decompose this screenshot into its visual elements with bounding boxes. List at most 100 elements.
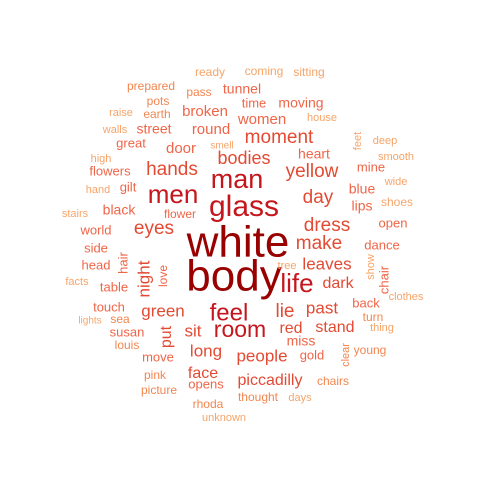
- word-tunnel: tunnel: [223, 81, 261, 97]
- word-flowers: flowers: [89, 163, 131, 178]
- word-blue: blue: [349, 181, 376, 197]
- word-long: long: [190, 341, 222, 360]
- word-side: side: [84, 240, 108, 255]
- word-earth: earth: [143, 107, 170, 121]
- word-opens: opens: [188, 376, 224, 391]
- word-glass: glass: [209, 190, 279, 223]
- word-rhoda: rhoda: [193, 397, 224, 411]
- word-chair: chair: [376, 265, 391, 294]
- word-sea: sea: [110, 312, 130, 326]
- word-chairs: chairs: [317, 374, 349, 388]
- word-turn: turn: [363, 310, 384, 324]
- word-hair: hair: [115, 251, 130, 273]
- word-coming: coming: [245, 64, 284, 78]
- word-flower: flower: [164, 207, 196, 221]
- word-lips: lips: [351, 198, 372, 214]
- word-pink: pink: [144, 368, 167, 382]
- word-gilt: gilt: [120, 179, 137, 194]
- word-world: world: [79, 222, 111, 237]
- word-piccadilly: piccadilly: [238, 372, 303, 389]
- word-lights: lights: [78, 316, 101, 327]
- word-young: young: [354, 343, 387, 357]
- word-women: women: [237, 111, 286, 128]
- word-time: time: [242, 95, 267, 110]
- word-white: white: [186, 218, 290, 267]
- word-house: house: [307, 112, 337, 124]
- word-put: put: [158, 325, 175, 348]
- word-day: day: [303, 187, 334, 208]
- word-prepared: prepared: [127, 79, 175, 93]
- word-gold: gold: [300, 347, 325, 362]
- word-mine: mine: [357, 159, 385, 174]
- word-louis: louis: [115, 338, 140, 352]
- word-bodies: bodies: [217, 148, 270, 168]
- word-back: back: [352, 295, 380, 310]
- word-hand: hand: [86, 184, 110, 196]
- word-move: move: [142, 349, 174, 364]
- word-street: street: [136, 121, 171, 137]
- word-make: make: [296, 233, 342, 254]
- word-men: men: [148, 179, 199, 209]
- word-broken: broken: [182, 103, 228, 120]
- word-face: face: [188, 365, 218, 382]
- word-sitting: sitting: [293, 65, 324, 79]
- word-dress: dress: [304, 215, 350, 236]
- word-moving: moving: [278, 95, 323, 111]
- word-life: life: [280, 268, 313, 298]
- word-moment: moment: [245, 127, 314, 148]
- word-shoes: shoes: [381, 195, 413, 209]
- word-heart: heart: [298, 146, 330, 162]
- word-smell: smell: [210, 141, 233, 152]
- word-picture: picture: [141, 383, 177, 397]
- word-feel: feel: [210, 299, 249, 326]
- word-table: table: [100, 279, 128, 294]
- word-unknown: unknown: [202, 412, 246, 424]
- word-room: room: [214, 316, 266, 342]
- word-round: round: [192, 121, 230, 138]
- word-facts: facts: [65, 276, 89, 288]
- word-miss: miss: [287, 333, 316, 349]
- word-great: great: [116, 135, 146, 150]
- word-red: red: [279, 320, 302, 337]
- word-black: black: [103, 202, 137, 218]
- word-love: love: [156, 265, 170, 287]
- word-door: door: [166, 140, 196, 157]
- word-night: night: [134, 260, 153, 297]
- word-thing: thing: [370, 322, 394, 334]
- word-show: show: [365, 254, 377, 280]
- word-touch: touch: [93, 299, 125, 314]
- word-past: past: [306, 298, 338, 317]
- word-lie: lie: [275, 301, 294, 322]
- word-stairs: stairs: [62, 208, 89, 220]
- word-smooth: smooth: [378, 151, 414, 163]
- word-man: man: [211, 164, 264, 194]
- word-head: head: [82, 257, 111, 272]
- word-body: body: [186, 252, 281, 301]
- word-pots: pots: [147, 94, 170, 108]
- word-susan: susan: [110, 324, 145, 339]
- word-feet: feet: [352, 132, 364, 150]
- word-walls: walls: [102, 124, 128, 136]
- word-eyes: eyes: [134, 218, 174, 239]
- word-raise: raise: [109, 107, 133, 119]
- word-days: days: [288, 392, 312, 404]
- word-tree: tree: [278, 260, 297, 272]
- word-clear: clear: [340, 343, 352, 367]
- word-open: open: [379, 215, 408, 230]
- word-deep: deep: [373, 135, 397, 147]
- word-ready: ready: [195, 65, 225, 79]
- word-sit: sit: [185, 321, 202, 340]
- word-leaves: leaves: [302, 254, 351, 273]
- word-green: green: [141, 301, 184, 320]
- word-pass: pass: [186, 85, 211, 99]
- word-clothes: clothes: [389, 291, 424, 303]
- word-high: high: [91, 153, 112, 165]
- word-yellow: yellow: [286, 161, 339, 182]
- word-wide: wide: [384, 176, 408, 188]
- word-people: people: [236, 346, 287, 365]
- word-dark: dark: [322, 275, 354, 292]
- word-dance: dance: [364, 237, 399, 252]
- word-stand: stand: [315, 319, 354, 336]
